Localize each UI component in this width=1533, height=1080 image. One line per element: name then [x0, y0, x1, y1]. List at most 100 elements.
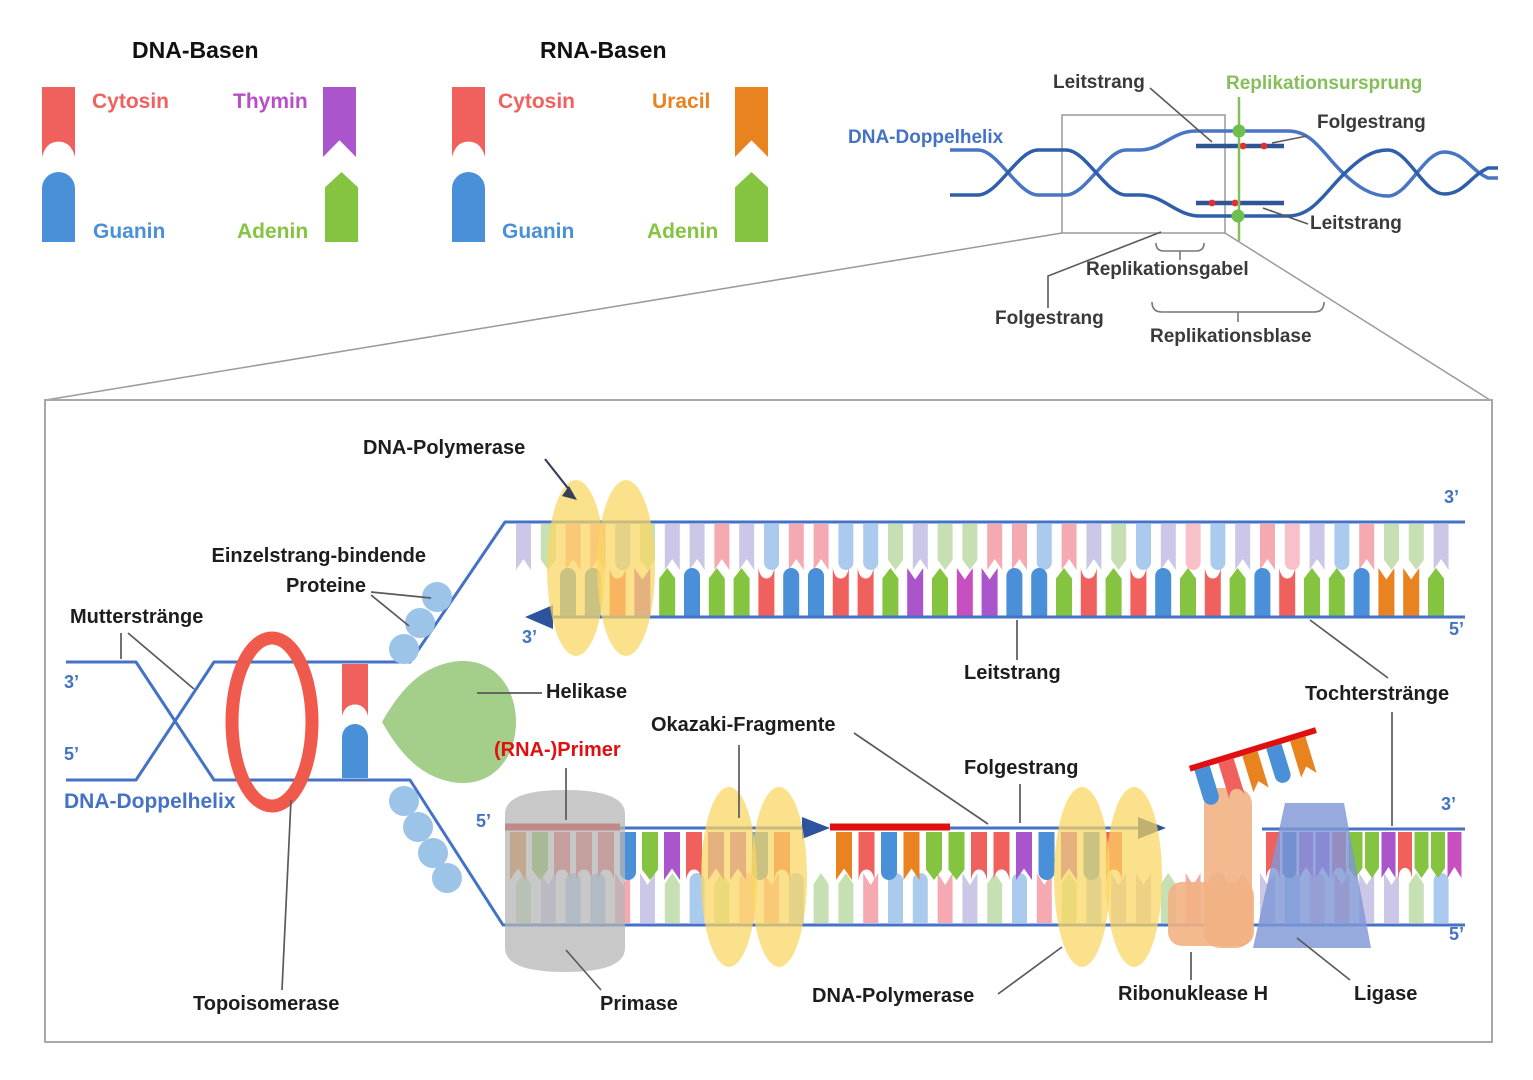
label-helikase: Helikase	[546, 681, 628, 703]
enzymes	[225, 480, 1371, 972]
base-U	[1290, 736, 1317, 778]
base-c	[1012, 524, 1027, 570]
base-t	[1384, 873, 1399, 923]
base-C	[1080, 568, 1097, 616]
legend-rna-title: RNA-Basen	[540, 37, 667, 63]
pointer-ssb-1	[370, 591, 432, 599]
base-M	[1447, 832, 1462, 878]
base-A	[659, 568, 676, 616]
ssb-protein	[389, 634, 419, 664]
label-dna-polymerase-bottom: DNA-Polymerase	[812, 985, 975, 1007]
base-C	[858, 832, 875, 880]
base-M	[956, 568, 973, 616]
dna-polymerase-bottom-shape	[701, 787, 757, 967]
base-g	[1012, 873, 1027, 923]
base-C	[832, 568, 849, 616]
base-C	[971, 832, 987, 880]
detail-pointers	[120, 458, 1393, 995]
base-a	[838, 873, 854, 923]
pointer-leitstrang-top	[1149, 87, 1213, 143]
legend-label-guanin-dna: Guanin	[93, 220, 166, 243]
label-mutterstraenge: Mutterstränge	[70, 606, 204, 628]
base-c	[937, 873, 953, 923]
base-a	[813, 873, 829, 923]
base-A	[642, 832, 658, 880]
base-G	[1038, 832, 1055, 880]
dna-polymerase-top-shape	[547, 480, 605, 656]
zoom-connector-left	[45, 232, 1063, 401]
zoom-region-rect	[1061, 114, 1226, 234]
dna-polymerase-bottom-shape	[751, 787, 807, 967]
label-primase: Primase	[600, 993, 678, 1015]
base-c	[788, 524, 804, 570]
base-t	[962, 873, 978, 923]
pointer-folgestrang-right	[1271, 135, 1308, 144]
primase-shape	[505, 790, 625, 972]
base-t	[912, 524, 928, 570]
base-g	[863, 524, 879, 571]
label-einzelstrang-1: Einzelstrang-bindende	[211, 545, 426, 567]
base-C	[758, 568, 775, 616]
base-a	[1384, 524, 1399, 570]
primer-dot	[1239, 142, 1247, 150]
ssb-protein	[389, 786, 419, 816]
base-C	[1130, 568, 1147, 616]
base-g	[912, 873, 928, 923]
base-t	[1086, 524, 1102, 570]
base-G	[1194, 765, 1219, 805]
pointer-leitstrang-right	[1262, 207, 1309, 225]
base-g	[764, 524, 779, 571]
label-replikationsursprung: Replikationsursprung	[1226, 73, 1423, 94]
dna-polymerase-bottom-shape	[1054, 787, 1110, 967]
base-A	[932, 568, 948, 616]
label-dna-doppelhelix-detail: DNA-Doppelhelix	[64, 790, 236, 813]
zoom-connector-right	[1224, 232, 1491, 401]
pointer-folgestrang-left	[1047, 231, 1162, 308]
label-replikationsgabel: Replikationsgabel	[1086, 259, 1249, 280]
base-C	[1204, 568, 1221, 616]
base-c	[714, 524, 730, 570]
base-a	[888, 524, 903, 570]
label-dna-polymerase-top: DNA-Polymerase	[363, 437, 526, 459]
label-ligase: Ligase	[1354, 983, 1418, 1005]
base-G	[881, 832, 897, 880]
pointer-primase	[565, 949, 602, 991]
removed-primer	[1188, 727, 1317, 805]
fork-base-blue	[342, 724, 368, 778]
base-p	[1284, 524, 1300, 571]
label-5prime-lagging: 5’	[476, 811, 492, 831]
legend-label-cytosin-rna: Cytosin	[498, 90, 576, 113]
base-A	[1414, 832, 1429, 878]
okazaki-arrow-1	[802, 817, 830, 839]
legend-label-adenin-dna: Adenin	[237, 220, 309, 243]
base-a	[937, 524, 953, 570]
label-ribonuklease-h: Ribonuklease H	[1118, 983, 1269, 1005]
base-g	[689, 873, 705, 923]
base-A	[1105, 568, 1122, 616]
legend-base-shapes	[42, 87, 768, 242]
base-t	[1309, 524, 1325, 570]
base-G	[684, 568, 700, 616]
label-5prime-left: 5’	[64, 744, 80, 764]
label-3prime-left: 3’	[64, 672, 80, 692]
base-A	[325, 172, 358, 242]
strand-upper_new	[560, 568, 1444, 616]
base-T	[664, 832, 680, 880]
pointer-topoisomerase	[281, 799, 292, 991]
label-3prime-arrow: 3’	[522, 627, 538, 647]
base-g	[888, 873, 903, 923]
origin-dot-top	[1232, 124, 1246, 138]
label-5prime-right-1: 5’	[1449, 619, 1465, 639]
legend-label-adenin-rna: Adenin	[647, 220, 719, 243]
base-A	[1365, 832, 1379, 878]
base-t	[640, 873, 655, 923]
base-a	[1408, 873, 1424, 923]
base-c	[1061, 524, 1077, 570]
pointer-ligase	[1296, 937, 1351, 981]
origin-dot-bottom	[1231, 209, 1245, 223]
base-a	[1111, 524, 1127, 570]
base-c	[987, 524, 1003, 570]
base-c	[863, 873, 879, 923]
primer-dot	[1260, 142, 1268, 150]
base-a	[664, 873, 680, 923]
